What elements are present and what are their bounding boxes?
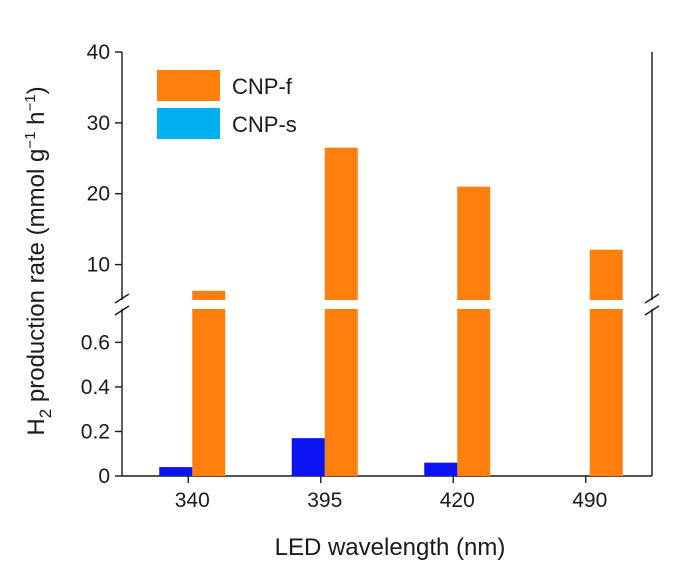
bar-cnp-f-490-lower bbox=[589, 309, 623, 476]
y-tick-label-lower-1: 0.2 bbox=[81, 420, 110, 443]
bar-cnp-f-340-lower bbox=[192, 309, 226, 476]
legend-label-cnp-f: CNP-f bbox=[232, 74, 293, 99]
y-tick-label-upper-1: 20 bbox=[87, 183, 110, 206]
legend: CNP-f CNP-s bbox=[157, 70, 297, 139]
y-title-post: ) bbox=[23, 86, 50, 94]
left-break-mark-top bbox=[114, 293, 130, 304]
left-break-mark-bottom bbox=[114, 305, 130, 316]
y-title-mid2: h bbox=[23, 112, 50, 132]
x-tick-label-395: 395 bbox=[307, 489, 342, 512]
y-title-mid: production rate (mmol g bbox=[23, 149, 50, 409]
legend-swatch-cnp-s bbox=[157, 108, 220, 139]
ticks: 340 395 420 490 0 0.2 0.4 0.6 10 20 30 40 bbox=[81, 41, 607, 512]
bar-cnp-f-420-lower bbox=[457, 309, 491, 476]
right-break-mark-top bbox=[644, 293, 660, 304]
bar-cnp-s-395 bbox=[291, 438, 325, 476]
legend-label-cnp-s: CNP-s bbox=[232, 112, 297, 137]
x-axis-title: LED wavelength (nm) bbox=[275, 534, 506, 561]
y-tick-label-lower-2: 0.4 bbox=[81, 376, 111, 399]
x-tick-label-490: 490 bbox=[572, 489, 607, 512]
y-title-sup2: −1 bbox=[22, 94, 39, 111]
bar-cnp-f-340-upper bbox=[192, 290, 226, 300]
y-tick-label-upper-0: 10 bbox=[87, 254, 110, 277]
x-tick-label-420: 420 bbox=[440, 489, 475, 512]
y-tick-label-upper-2: 30 bbox=[87, 112, 110, 135]
bar-cnp-s-420 bbox=[424, 462, 458, 476]
y-tick-label-upper-3: 40 bbox=[87, 41, 110, 64]
y-tick-label-lower-3: 0.6 bbox=[81, 331, 110, 354]
y-title-pre: H bbox=[23, 418, 50, 435]
bar-cnp-f-395-upper bbox=[324, 147, 358, 300]
bar-cnp-s-340 bbox=[159, 467, 193, 476]
y-tick-label-lower-0: 0 bbox=[98, 465, 110, 488]
legend-swatch-cnp-f bbox=[157, 70, 220, 101]
y-axis-title: H2 production rate (mmol g−1 h−1) bbox=[22, 86, 55, 435]
bar-cnp-f-490-upper bbox=[589, 249, 623, 300]
right-break-mark-bottom bbox=[644, 305, 660, 316]
bar-cnp-f-395-lower bbox=[324, 309, 358, 476]
x-tick-label-340: 340 bbox=[175, 489, 210, 512]
y-title-sub: 2 bbox=[36, 409, 55, 418]
bars bbox=[159, 147, 623, 476]
y-title-sup1: −1 bbox=[22, 132, 39, 149]
bar-cnp-f-420-upper bbox=[457, 186, 491, 300]
